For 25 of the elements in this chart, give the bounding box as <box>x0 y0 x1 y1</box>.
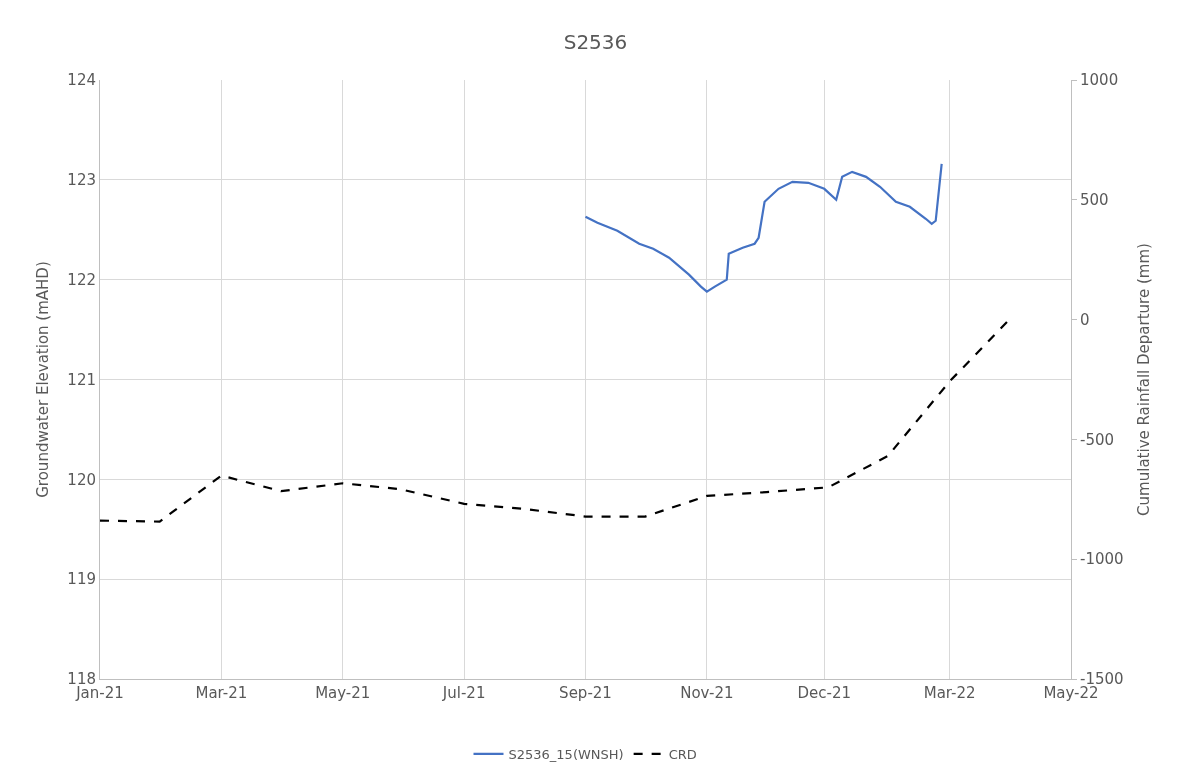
x-tick-label: Jan-21 <box>75 684 124 702</box>
y2-tick-label: 500 <box>1080 191 1109 210</box>
y-axis-title: Groundwater Elevation (mAHD) <box>33 261 52 498</box>
y2-tick-label: 0 <box>1080 310 1090 329</box>
x-tick-label: Mar-21 <box>195 684 248 702</box>
y2-tick-label: -500 <box>1080 430 1115 449</box>
y-tick-label: 123 <box>67 171 96 190</box>
x-tick-label: Nov-21 <box>680 684 734 702</box>
chart-title: S2536 <box>563 30 628 55</box>
y2-tick-label: -1000 <box>1080 550 1124 569</box>
x-tick-label: Dec-21 <box>797 684 852 702</box>
y-tick-label: 121 <box>67 370 96 389</box>
y-tick-label: 120 <box>67 470 96 489</box>
y-tick-label: 124 <box>67 71 96 90</box>
x-tick-label: May-21 <box>315 684 371 702</box>
x-tick-label: Mar-22 <box>923 684 976 702</box>
legend-label: S2536_15(WNSH) <box>508 746 624 762</box>
x-tick-label: Jul-21 <box>441 684 486 702</box>
line-series <box>584 162 943 293</box>
legend-label: CRD <box>668 746 697 762</box>
x-tick-label: Sep-21 <box>559 684 612 702</box>
y-tick-label: 122 <box>67 270 96 289</box>
y2-axis-title: Cumulative Rainfall Departure (mm) <box>1134 243 1153 516</box>
y-tick-label: 119 <box>67 570 96 589</box>
y2-tick-label: 1000 <box>1080 71 1119 90</box>
